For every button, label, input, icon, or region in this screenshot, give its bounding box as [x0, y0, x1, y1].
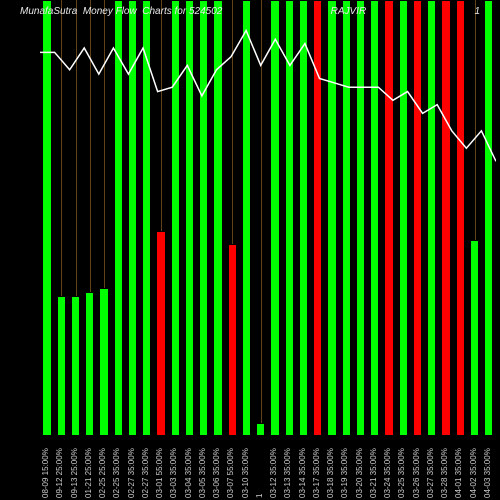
- volume-bar: [228, 244, 237, 436]
- volume-bar: [85, 292, 94, 436]
- volume-bar: [142, 0, 151, 436]
- x-tick-label: 03-26 35:00%: [412, 448, 421, 498]
- volume-bar: [270, 0, 279, 436]
- volume-bar: [441, 0, 450, 436]
- x-tick-label: 03-25 35:00%: [397, 448, 406, 498]
- title-left: MunafaSutra Money Flow Charts for 524502: [20, 6, 222, 17]
- x-tick-label: 08-09 15:00%: [41, 448, 50, 498]
- x-tick-label: 04-03 35:00%: [483, 448, 492, 498]
- x-tick-label: 03-24 35:00%: [383, 448, 392, 498]
- x-tick-label: 03-28 35:00%: [440, 448, 449, 498]
- x-tick-label: 03-07 55:00%: [226, 448, 235, 498]
- volume-bar: [484, 0, 493, 436]
- volume-bar: [299, 0, 308, 436]
- x-tick-label: 04-01 35:00%: [454, 448, 463, 498]
- volume-bar: [356, 0, 365, 436]
- x-tick-label: 03-12 35:00%: [269, 448, 278, 498]
- volume-bar: [456, 0, 465, 436]
- x-tick-label: 1: [255, 494, 264, 498]
- x-tick-label: 02-25 35:00%: [112, 448, 121, 498]
- x-tick-label: 03-17 35:00%: [312, 448, 321, 498]
- volume-bar: [470, 240, 479, 436]
- volume-bar: [313, 0, 322, 436]
- x-tick-label: 03-05 35:00%: [198, 448, 207, 498]
- x-tick-label: 04-02 35:00%: [469, 448, 478, 498]
- volume-bar: [242, 0, 251, 436]
- x-tick-label: 03-21 35:00%: [369, 448, 378, 498]
- grid-line: [261, 0, 262, 436]
- volume-bar: [399, 0, 408, 436]
- volume-bar: [57, 296, 66, 436]
- x-tick-label: 02-27 35:00%: [141, 448, 150, 498]
- volume-bar: [384, 0, 393, 436]
- x-tick-label: 03-01 55:00%: [155, 448, 164, 498]
- x-tick-label: 03-10 35:00%: [241, 448, 250, 498]
- x-tick-label: 03-03 35:00%: [169, 448, 178, 498]
- volume-bar: [71, 296, 80, 436]
- volume-bar: [171, 0, 180, 436]
- x-tick-label: 03-04 35:00%: [184, 448, 193, 498]
- volume-bar: [199, 0, 208, 436]
- x-tick-label: 03-14 35:00%: [298, 448, 307, 498]
- volume-bar: [342, 0, 351, 436]
- x-tick-label: 03-06 35:00%: [212, 448, 221, 498]
- x-axis-labels: 08-09 15:00% 09-12 25:00% 09-13 25:00% 01-2…: [40, 436, 496, 500]
- x-tick-label: 03-20 35:00%: [355, 448, 364, 498]
- volume-bar: [427, 0, 436, 436]
- volume-bar: [128, 0, 137, 436]
- x-tick-label: 03-18 35:00%: [326, 448, 335, 498]
- x-tick-label: 02-27 35:00%: [127, 448, 136, 498]
- x-tick-label: 03-13 35:00%: [283, 448, 292, 498]
- x-tick-label: 03-19 35:00%: [340, 448, 349, 498]
- volume-bar: [114, 0, 123, 436]
- x-tick-label: 09-12 25:00%: [55, 448, 64, 498]
- chart-title: MunafaSutra Money Flow Charts for 524502…: [0, 6, 500, 17]
- volume-bar: [413, 0, 422, 436]
- title-mid: RAJVIR: [331, 6, 367, 17]
- x-tick-label: 02-25 25:00%: [98, 448, 107, 498]
- x-tick-label: 01-21 25:00%: [84, 448, 93, 498]
- volume-bar: [42, 0, 51, 436]
- volume-bar: [99, 288, 108, 436]
- volume-bar: [285, 0, 294, 436]
- volume-bar: [156, 231, 165, 436]
- volume-bar: [370, 0, 379, 436]
- volume-bar: [185, 0, 194, 436]
- plot-area: [40, 0, 496, 436]
- x-tick-label: 09-13 25:00%: [70, 448, 79, 498]
- money-flow-chart: MunafaSutra Money Flow Charts for 524502…: [0, 0, 500, 500]
- title-right: 1: [474, 6, 480, 17]
- x-tick-label: 03-27 35:00%: [426, 448, 435, 498]
- volume-bar: [327, 0, 336, 436]
- volume-bar: [256, 423, 265, 436]
- volume-bar: [213, 0, 222, 436]
